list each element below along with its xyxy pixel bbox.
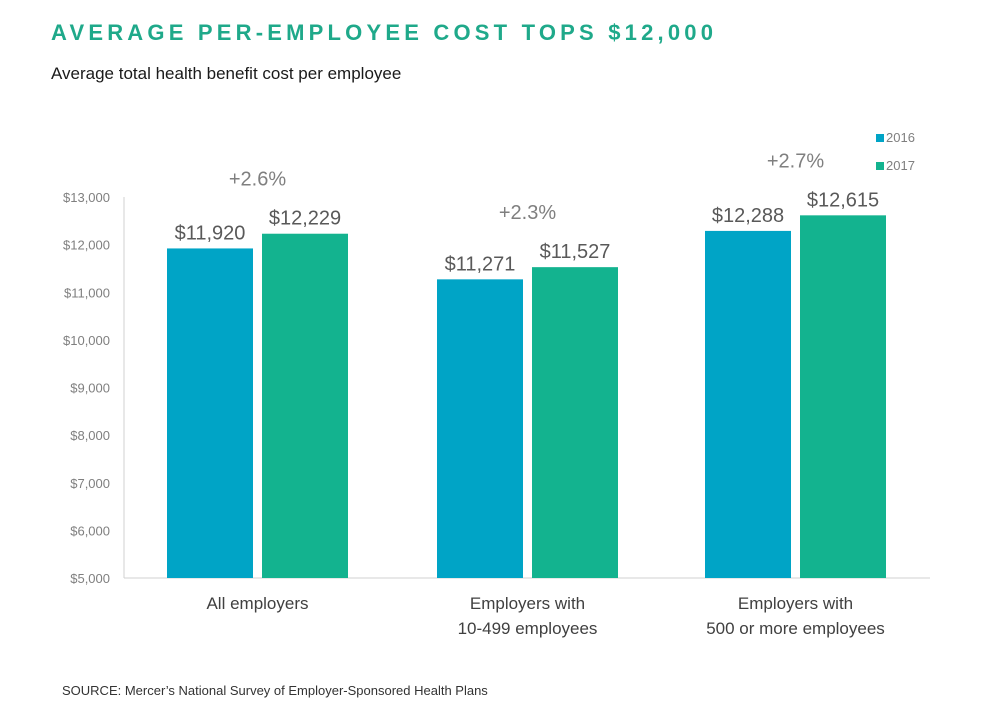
y-tick-label: $6,000	[70, 523, 110, 538]
y-tick-label: $12,000	[63, 238, 110, 253]
y-tick-label: $7,000	[70, 476, 110, 491]
y-tick-label: $11,000	[64, 285, 110, 300]
bar-2017	[800, 215, 886, 578]
x-tick-label: All employers	[206, 594, 308, 613]
data-label: $12,229	[269, 208, 341, 230]
x-tick-label: Employers with	[470, 594, 585, 613]
legend-label: 2016	[886, 130, 915, 145]
chart-subtitle: Average total health benefit cost per em…	[51, 64, 402, 83]
chart-title: AVERAGE PER-EMPLOYEE COST TOPS $12,000	[51, 20, 718, 45]
data-label: $11,920	[175, 222, 246, 244]
bar-2017	[532, 267, 618, 578]
data-label: $12,615	[807, 189, 879, 211]
change-label: +2.3%	[499, 202, 556, 224]
y-tick-label: $13,000	[63, 190, 110, 205]
legend-swatch-2017	[876, 162, 884, 170]
source-note: SOURCE: Mercer’s National Survey of Empl…	[62, 683, 488, 698]
y-tick-label: $8,000	[70, 428, 110, 443]
data-label: $12,288	[712, 205, 784, 227]
change-label: +2.6%	[229, 169, 286, 191]
x-tick-label: Employers with	[738, 594, 853, 613]
bar-2016	[437, 279, 523, 578]
y-tick-label: $5,000	[70, 571, 110, 586]
bar-2016	[167, 248, 253, 578]
x-tick-label: 10-499 employees	[458, 619, 598, 638]
bar-2017	[262, 233, 348, 578]
bar-2016	[705, 230, 791, 578]
data-label: $11,527	[540, 241, 611, 263]
data-label: $11,271	[445, 253, 516, 275]
x-tick-label: 500 or more employees	[706, 619, 885, 638]
y-tick-label: $9,000	[70, 381, 110, 396]
legend-swatch-2016	[876, 134, 884, 142]
change-label: +2.7%	[767, 150, 824, 172]
legend-label: 2017	[886, 158, 915, 173]
y-tick-label: $10,000	[63, 333, 110, 348]
